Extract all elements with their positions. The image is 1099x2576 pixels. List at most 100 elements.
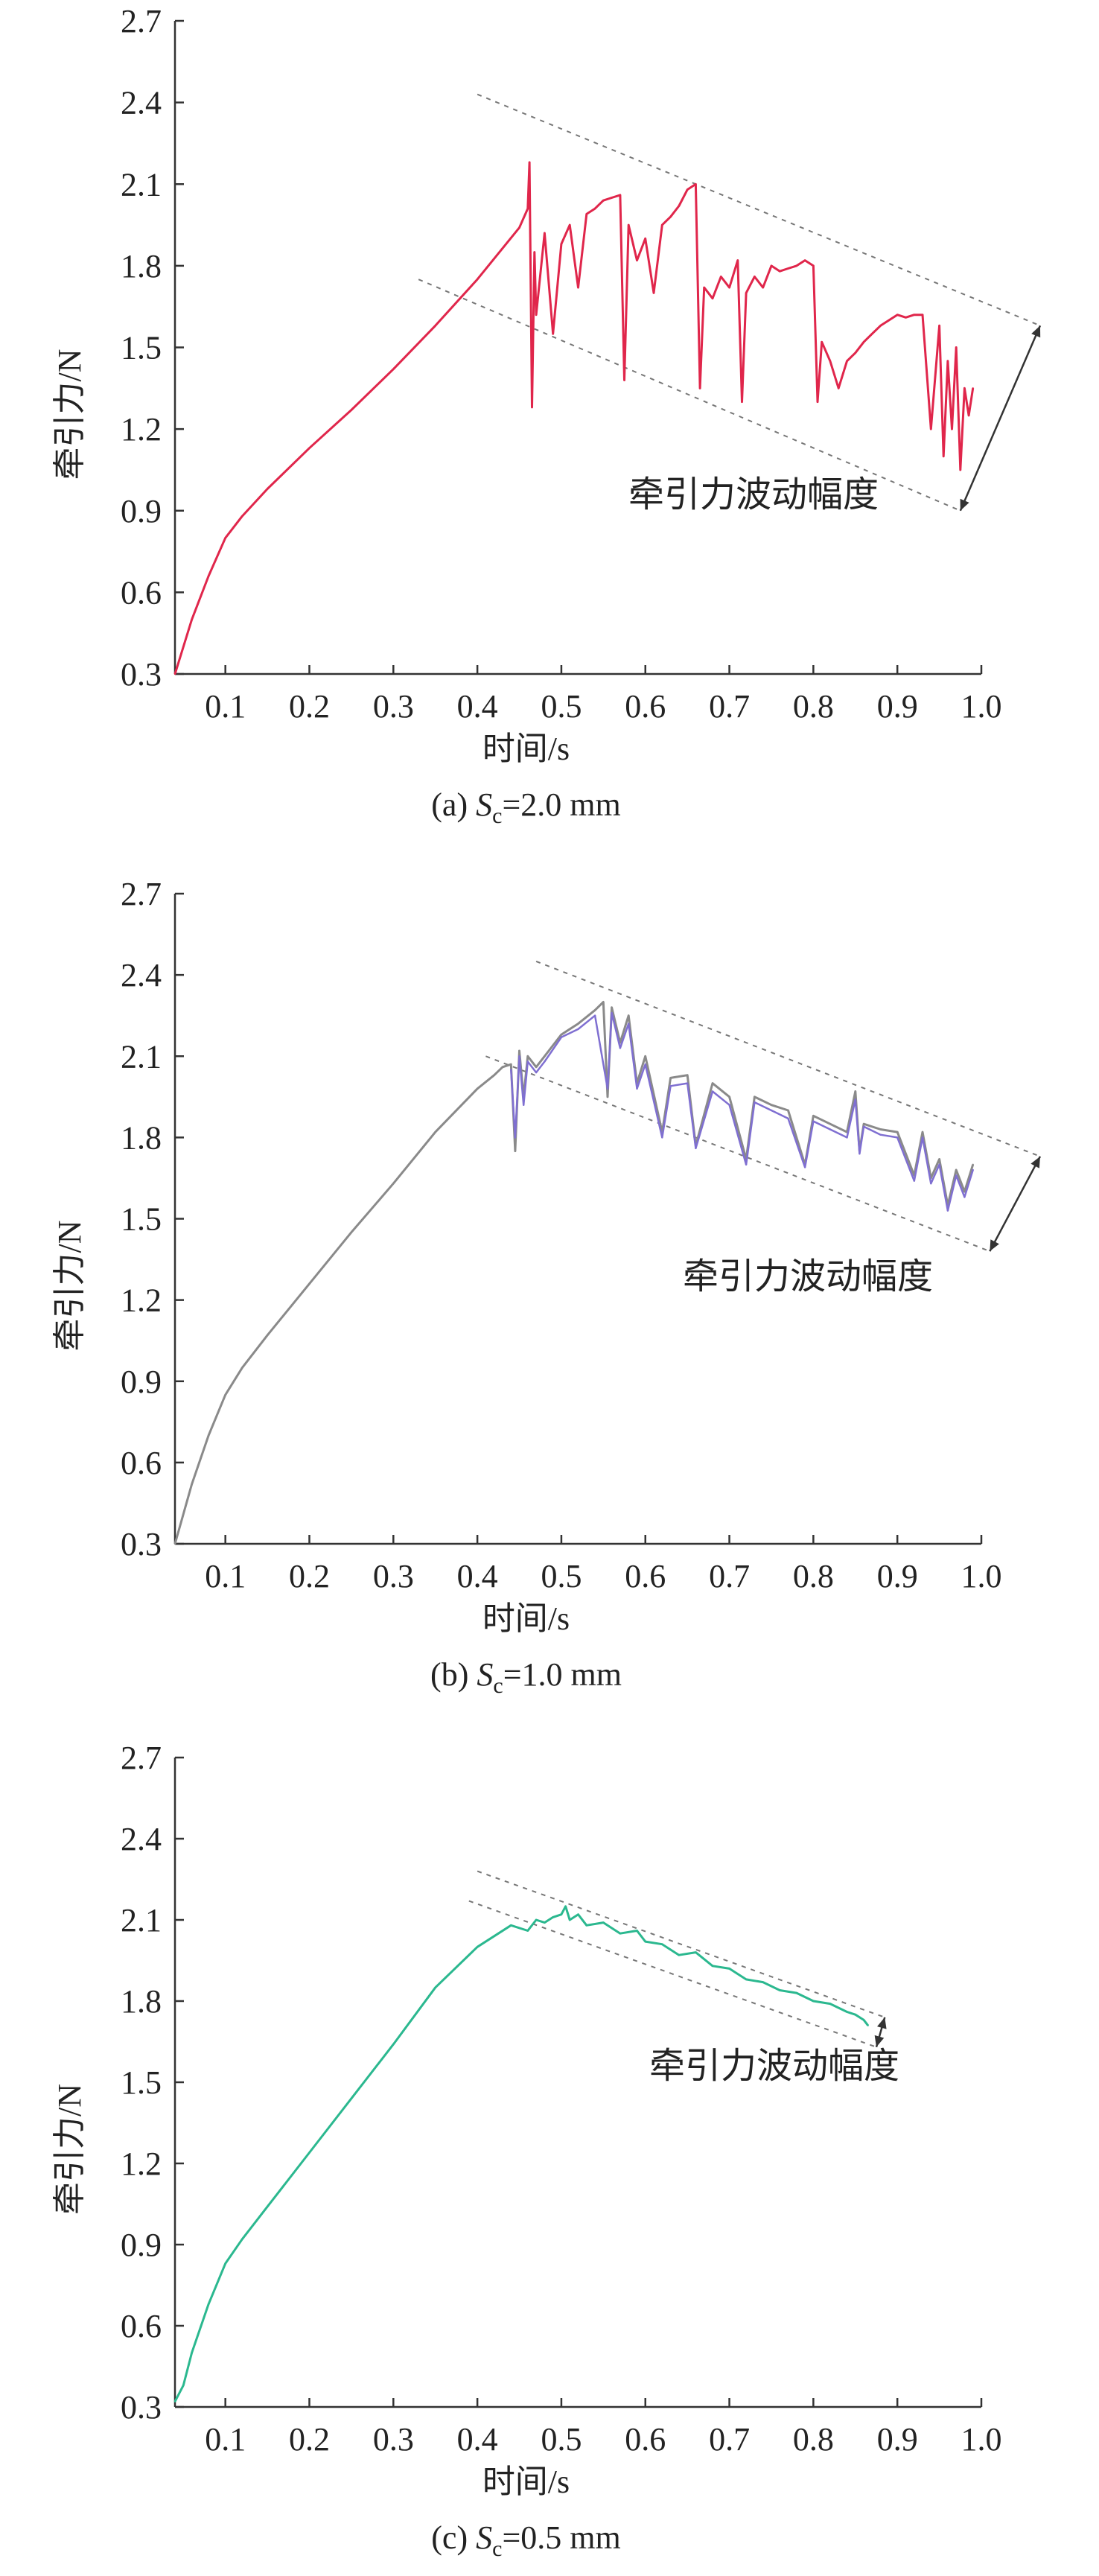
chart-c-x-tick-label: 0.4 <box>457 2421 498 2458</box>
chart-a-data-point <box>266 488 269 490</box>
chart-b-data-point <box>535 1071 538 1074</box>
chart-a-data-point <box>687 188 689 191</box>
chart-b-x-tick-label: 0.3 <box>373 1558 414 1594</box>
chart-b-data-point <box>669 1077 672 1079</box>
chart-b-data-point <box>606 1087 609 1090</box>
chart-a-data-point <box>795 264 798 267</box>
chart-a-data-point <box>695 183 697 185</box>
chart-b-y-tick-label: 0.3 <box>121 1526 162 1562</box>
chart-b-data-point <box>972 1168 974 1171</box>
chart-a-caption-var: S <box>476 786 492 823</box>
chart-b-data-point <box>695 1147 697 1150</box>
chart-a-data-point <box>871 333 873 335</box>
chart-c-data-point <box>678 1954 681 1956</box>
chart-c-y-axis-title: 牵引力/N <box>51 2084 88 2215</box>
chart-c-caption-value: =0.5 mm <box>502 2519 620 2556</box>
chart-b-data-point <box>938 1163 940 1166</box>
chart-b-data-point <box>854 1090 857 1093</box>
chart-a-data-point <box>943 455 945 457</box>
chart-c-data-point <box>728 1968 730 1970</box>
chart-b-data-point <box>526 1055 529 1058</box>
chart-b-y-tick-label: 1.2 <box>121 1282 162 1319</box>
chart-b-data-point <box>754 1095 756 1098</box>
chart-b-x-tick-label: 0.9 <box>877 1558 918 1594</box>
chart-c-data-point <box>350 2097 353 2099</box>
chart-a-x-tick-label: 0.5 <box>541 688 582 725</box>
chart-b-data-point <box>728 1104 730 1106</box>
chart-c-y-tick-label: 1.2 <box>121 2146 162 2182</box>
chart-b-x-tick-label: 0.8 <box>793 1558 834 1594</box>
chart-c-data-point <box>846 2011 848 2013</box>
chart-b-data-point <box>787 1109 789 1112</box>
chart-a-x-tick-label: 0.2 <box>289 688 330 725</box>
chart-b-data-point <box>636 1087 638 1090</box>
chart-b-data-point <box>661 1136 663 1139</box>
chart-a-data-point <box>913 314 916 316</box>
chart-a-caption-prefix: (a) <box>431 786 476 823</box>
chart-b-caption-prefix: (b) <box>430 1656 477 1693</box>
chart-a-x-tick-label: 0.9 <box>877 688 918 725</box>
chart-b-data-point <box>711 1090 714 1093</box>
chart-c-data-point <box>241 2238 243 2240</box>
chart-a-data-point <box>846 360 848 362</box>
chart-b-x-tick-label: 0.1 <box>205 1558 246 1594</box>
chart-b-data-point <box>812 1120 815 1122</box>
chart-a-data-point <box>698 387 701 389</box>
chart-b-data-point <box>938 1158 940 1160</box>
chart-c-data-point <box>392 2043 395 2046</box>
chart-c-data-point <box>308 2152 310 2154</box>
chart-b-x-tick-label: 0.6 <box>625 1558 666 1594</box>
chart-a-data-point <box>930 427 932 430</box>
chart-c-data-point <box>854 2014 857 2016</box>
chart-b-y-tick-label: 2.7 <box>121 876 162 912</box>
chart-b-data-point <box>921 1130 924 1133</box>
chart-c-caption-prefix: (c) <box>431 2519 476 2556</box>
chart-a-y-tick-label: 2.1 <box>121 166 162 203</box>
chart-b-data-point <box>510 1069 512 1071</box>
chart-a-amplitude-arrow <box>959 325 1042 512</box>
chart-c-y-tick-label: 0.3 <box>121 2389 162 2426</box>
chart-c-data-point <box>577 1913 579 1915</box>
chart-b-data-point <box>745 1163 748 1166</box>
chart-b-data-point <box>859 1153 861 1155</box>
chart-b-data-point <box>754 1101 756 1104</box>
chart-a-data-point <box>736 259 739 261</box>
chart-a-data-point <box>963 387 966 389</box>
chart-b-data-point <box>896 1130 899 1133</box>
chart-a-data-point <box>552 333 554 335</box>
chart-b-data-point <box>577 1028 579 1031</box>
chart-a-data-point <box>669 215 672 218</box>
chart-c-data-point <box>191 2352 193 2354</box>
chart-b-data-point <box>896 1136 899 1139</box>
chart-a-data-point <box>544 232 546 235</box>
chart-b-data-point <box>308 1282 310 1285</box>
chart-b-data-point <box>711 1082 714 1084</box>
chart-a-annotation: 牵引力波动幅度 <box>628 475 879 515</box>
chart-c-data-point <box>812 2000 815 2003</box>
chart-a-data-point <box>779 270 781 273</box>
chart-b-caption-value: =1.0 mm <box>503 1656 622 1693</box>
chart-c-data-point <box>636 1930 638 1932</box>
chart-a-data-point <box>787 267 789 270</box>
chart-c-caption-sub: c <box>492 2537 502 2561</box>
chart-b-y-tick-label: 0.6 <box>121 1445 162 1481</box>
chart-b-data-point <box>350 1231 353 1233</box>
chart-a-x-tick-label: 0.7 <box>709 688 750 725</box>
chart-b-data-point <box>955 1168 958 1171</box>
chart-c-data-point <box>661 1943 663 1945</box>
chart-b-caption: (b) Sc=1.0 mm <box>430 1656 622 1698</box>
chart-b-data-point <box>535 1066 538 1069</box>
chart-b-x-tick-label: 1.0 <box>961 1558 1002 1594</box>
chart-a-data-point <box>241 515 243 518</box>
chart-a-data-point <box>951 427 953 430</box>
chart-b-x-tick-label: 0.4 <box>457 1558 498 1594</box>
chart-c-data-point <box>862 2019 865 2021</box>
chart-a-data-point <box>803 259 806 261</box>
chart-b-data-point <box>812 1115 815 1117</box>
chart-a-y-tick-label: 2.7 <box>121 3 162 39</box>
chart-c-data-point <box>476 1946 479 1948</box>
chart-b-data-point <box>687 1074 689 1076</box>
chart-a-data-point <box>720 276 722 278</box>
chart-a-data-point <box>770 264 773 267</box>
chart-a-data-point <box>350 409 353 411</box>
